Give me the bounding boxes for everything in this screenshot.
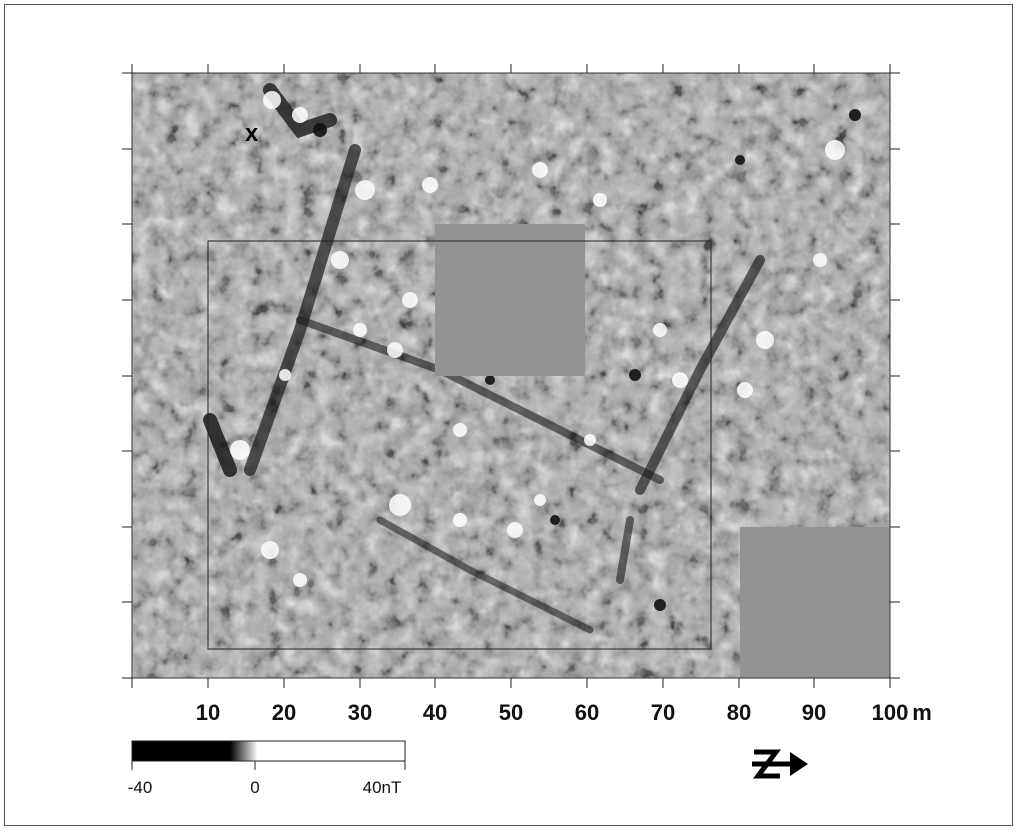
- x-tick-label-40: 40: [422, 700, 448, 725]
- x-tick-label-60: 60: [574, 700, 600, 725]
- marker-x-label: x: [245, 120, 259, 147]
- colorbar-label-max: 40nT: [362, 778, 402, 797]
- x-axis-unit: m: [912, 700, 932, 725]
- x-tick-label-100: 100: [871, 700, 909, 725]
- x-tick-label-30: 30: [347, 700, 373, 725]
- axis-ticks: [122, 64, 900, 688]
- x-tick-label-50: 50: [498, 700, 524, 725]
- x-tick-label-10: 10: [195, 700, 221, 725]
- colorbar-label-zero: 0: [250, 778, 260, 797]
- bright-anomalies: [230, 91, 845, 587]
- survey-outline: [207, 240, 712, 650]
- x-tick-label-70: 70: [650, 700, 676, 725]
- x-tick-label-90: 90: [801, 700, 827, 725]
- x-tick-label-80: 80: [726, 700, 752, 725]
- colorbar-ticks: [131, 761, 406, 770]
- dark-anomalies: [313, 109, 861, 611]
- colorbar-label-min: -40: [127, 778, 153, 797]
- x-tick-label-20: 20: [271, 700, 297, 725]
- colorbar: [131, 740, 406, 762]
- figure-frame: [4, 4, 1013, 826]
- masked-area-2: [740, 527, 890, 678]
- north-arrow-icon: [752, 749, 808, 779]
- masked-area-1: [435, 224, 585, 376]
